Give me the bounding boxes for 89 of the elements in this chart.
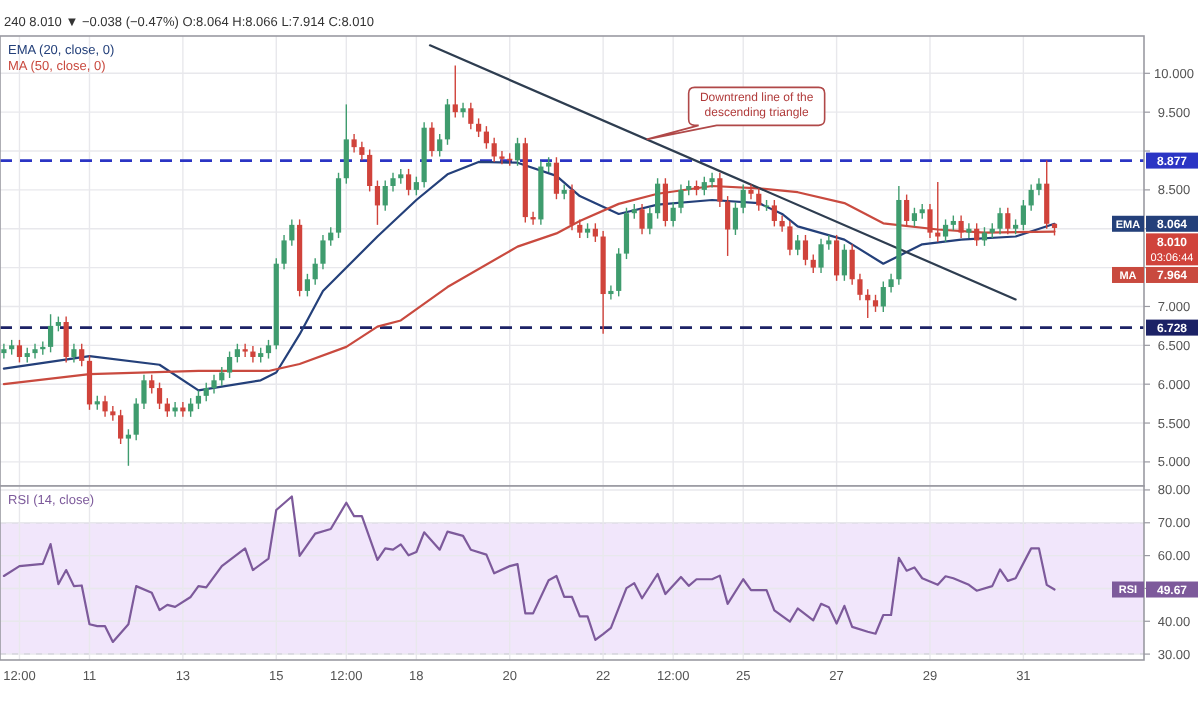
- candlestick: [156, 381, 163, 410]
- candlestick: [460, 102, 466, 119]
- candlestick: [577, 218, 583, 239]
- candlestick: [374, 179, 381, 226]
- candlestick: [701, 175, 707, 197]
- candlestick: [265, 339, 272, 360]
- candlestick: [367, 148, 373, 193]
- candlestick: [826, 234, 832, 251]
- candlestick: [1028, 183, 1034, 212]
- candlestick: [320, 234, 326, 270]
- candlestick: [304, 273, 310, 298]
- candlestick: [499, 150, 505, 165]
- candlestick: [709, 172, 715, 189]
- candlestick: [102, 395, 108, 418]
- candlestick: [834, 234, 840, 282]
- candlestick: [888, 273, 894, 294]
- candlestick: [725, 195, 731, 257]
- candlestick: [444, 98, 451, 146]
- candlestick: [63, 315, 69, 364]
- candlestick: [1020, 199, 1026, 231]
- candlestick: [974, 222, 980, 247]
- candlestick: [795, 234, 801, 256]
- candlestick: [655, 177, 661, 220]
- candlestick: [958, 214, 964, 239]
- candlestick: [1, 343, 7, 360]
- candlestick: [911, 207, 918, 228]
- candlestick: [771, 199, 777, 228]
- candlestick: [405, 168, 412, 197]
- candlestick: [125, 428, 132, 467]
- candlestick: [592, 222, 598, 243]
- candlestick: [242, 343, 248, 358]
- candlestick: [857, 273, 863, 301]
- candlestick: [530, 210, 536, 226]
- candlestick: [133, 397, 139, 441]
- candlestick: [623, 207, 630, 260]
- candlestick: [351, 133, 357, 154]
- candlestick: [802, 234, 809, 266]
- candlestick: [32, 343, 38, 360]
- candlestick: [841, 243, 847, 282]
- candlestick: [670, 201, 676, 228]
- candlestick: [343, 103, 349, 185]
- candlestick: [289, 218, 295, 247]
- candlestick: [483, 125, 489, 150]
- candlestick: [71, 343, 77, 364]
- candlestick: [927, 203, 933, 239]
- candlestick: [390, 172, 396, 193]
- candlestick: [413, 175, 419, 197]
- candlestick: [476, 117, 482, 138]
- candlestick: [678, 183, 684, 214]
- candlestick: [281, 234, 287, 270]
- candlestick: [468, 102, 474, 130]
- candlestick: [250, 345, 256, 364]
- candlestick: [904, 193, 910, 228]
- candlestick: [452, 64, 458, 119]
- candlestick: [226, 350, 233, 379]
- candlestick: [608, 284, 614, 301]
- candlestick: [211, 374, 217, 395]
- candlestick: [647, 207, 653, 235]
- candlestick: [1036, 177, 1042, 197]
- candlestick: [639, 203, 645, 235]
- candlestick: [437, 133, 443, 158]
- candlestick: [118, 409, 124, 445]
- candlestick: [818, 238, 824, 274]
- candlestick: [553, 156, 560, 200]
- candlestick: [732, 201, 739, 236]
- candlestick: [810, 253, 816, 274]
- candlestick: [234, 343, 240, 364]
- candlestick: [966, 222, 972, 239]
- candlestick: [942, 218, 949, 243]
- candlestick: [382, 179, 388, 212]
- candlestick: [491, 137, 497, 163]
- candlestick: [429, 121, 435, 158]
- candlestick: [110, 405, 116, 422]
- candlestick: [195, 389, 202, 410]
- candlestick: [1005, 207, 1011, 235]
- candlestick: [787, 220, 793, 256]
- candlestick: [514, 137, 521, 167]
- candlestick: [312, 257, 318, 286]
- candlestick: [997, 207, 1003, 235]
- candlestick: [880, 280, 886, 313]
- candlestick: [141, 374, 147, 410]
- candlestick: [79, 343, 85, 368]
- candlestick: [16, 339, 23, 364]
- candlestick: [849, 243, 855, 286]
- candlestick: [47, 313, 54, 354]
- candlestick: [203, 381, 209, 402]
- candlestick: [740, 183, 746, 214]
- candlestick: [359, 141, 365, 162]
- candlestick: [616, 247, 622, 298]
